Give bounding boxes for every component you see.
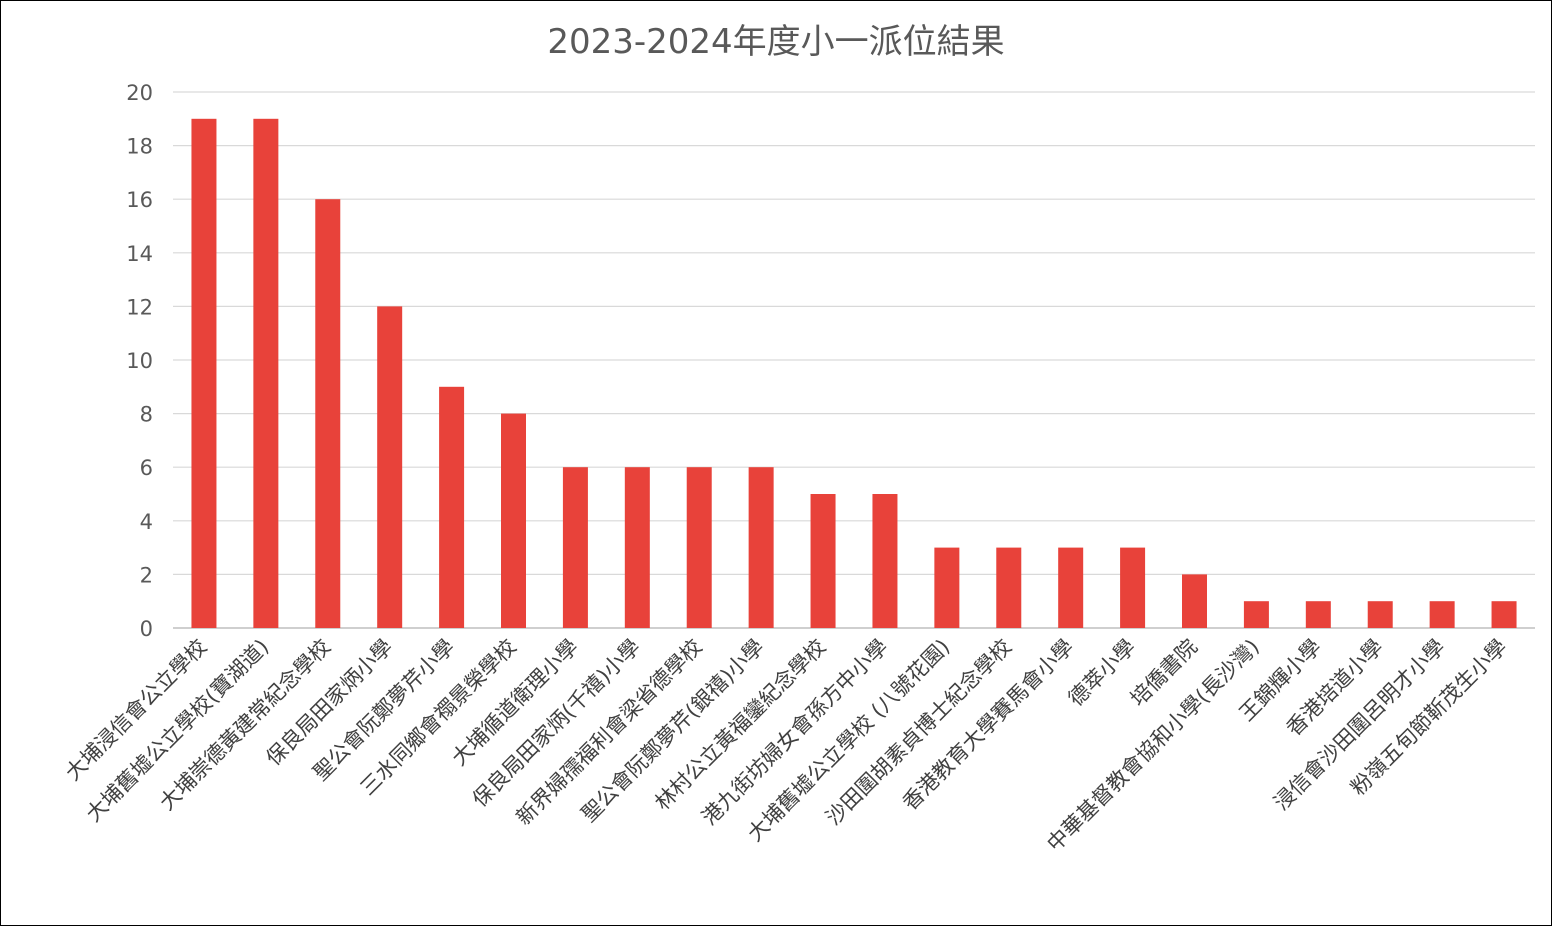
- bar: [872, 494, 898, 628]
- bar: [377, 306, 403, 628]
- bar: [996, 547, 1022, 628]
- bar: [686, 467, 712, 628]
- bar: [501, 413, 526, 628]
- bar: [1120, 547, 1146, 628]
- y-tick-label: 2: [140, 563, 153, 587]
- bar: [439, 386, 465, 628]
- bar: [562, 467, 588, 628]
- chart-title: 2023-2024年度小一派位結果: [547, 22, 1005, 62]
- y-tick-label: 16: [126, 188, 153, 212]
- y-tick-label: 0: [140, 617, 153, 641]
- bar: [1182, 574, 1207, 628]
- bar: [624, 467, 650, 628]
- y-tick-label: 12: [126, 295, 153, 319]
- bar: [934, 547, 960, 628]
- y-tick-label: 4: [140, 510, 153, 534]
- y-tick-label: 8: [140, 403, 153, 427]
- bar: [315, 199, 341, 628]
- y-tick-label: 18: [126, 135, 153, 159]
- bar: [1243, 601, 1269, 628]
- bar: [1491, 601, 1517, 628]
- y-tick-label: 10: [126, 349, 153, 373]
- x-category-label: 德萃小學: [1064, 635, 1140, 711]
- bar: [810, 494, 836, 628]
- bar: [1058, 547, 1084, 628]
- bar: [191, 118, 217, 629]
- bar: [1305, 601, 1331, 628]
- bar: [253, 118, 279, 629]
- y-tick-label: 20: [126, 81, 153, 105]
- y-tick-label: 6: [140, 456, 153, 480]
- y-tick-label: 14: [126, 242, 153, 266]
- bar: [1367, 601, 1393, 628]
- bar: [748, 467, 774, 628]
- bar: [1429, 601, 1455, 628]
